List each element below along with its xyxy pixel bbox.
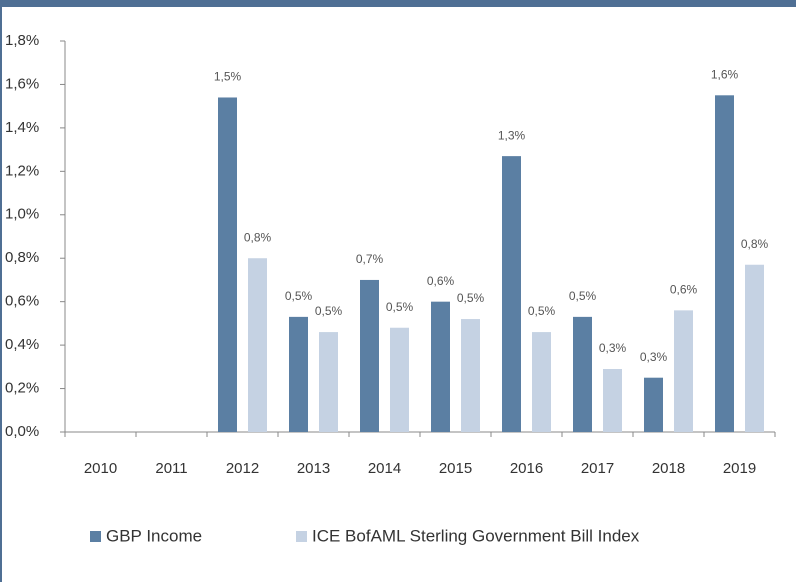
x-tick-label: 2018	[652, 460, 685, 477]
value-label: 0,5%	[528, 304, 556, 318]
left-border	[0, 0, 2, 582]
bar	[715, 95, 734, 433]
x-tick-label: 2017	[581, 460, 614, 477]
value-label: 0,8%	[244, 230, 272, 244]
value-label: 0,3%	[599, 341, 627, 355]
x-tick-label: 2013	[297, 460, 330, 477]
bar	[360, 279, 379, 432]
y-tick-label: 1,2%	[5, 162, 39, 179]
legend-label: GBP Income	[106, 526, 202, 545]
x-tick-label: 2016	[510, 460, 543, 477]
value-label: 0,6%	[670, 283, 698, 297]
value-label: 0,3%	[640, 350, 668, 364]
legend-swatch	[90, 531, 101, 542]
y-tick-label: 0,6%	[5, 293, 39, 310]
legend-swatch	[296, 531, 307, 542]
value-label: 0,6%	[427, 274, 455, 288]
value-label: 0,5%	[386, 300, 414, 314]
value-label: 1,3%	[498, 128, 526, 142]
x-tick-label: 2012	[226, 460, 259, 477]
bar	[289, 316, 308, 432]
value-label: 0,5%	[285, 289, 313, 303]
bar	[745, 264, 764, 432]
x-tick-label: 2010	[84, 460, 117, 477]
bar	[319, 332, 338, 432]
value-label: 0,8%	[741, 237, 769, 251]
x-tick-label: 2014	[368, 460, 401, 477]
y-tick-label: 1,8%	[5, 32, 39, 49]
bar	[573, 316, 592, 432]
y-tick-label: 1,0%	[5, 206, 39, 223]
y-tick-label: 0,4%	[5, 336, 39, 353]
bar	[390, 327, 409, 432]
bar	[532, 332, 551, 432]
bar	[461, 319, 480, 432]
value-label: 1,6%	[711, 67, 739, 81]
value-label: 0,7%	[356, 252, 384, 266]
bar	[218, 97, 237, 432]
value-label: 0,5%	[315, 304, 343, 318]
bar	[674, 310, 693, 432]
y-tick-label: 0,0%	[5, 423, 39, 440]
legend-label: ICE BofAML Sterling Government Bill Inde…	[312, 526, 640, 545]
value-label: 0,5%	[569, 289, 597, 303]
y-tick-label: 1,6%	[5, 75, 39, 92]
x-tick-label: 2019	[723, 460, 756, 477]
bar	[431, 301, 450, 432]
y-tick-label: 0,8%	[5, 249, 39, 266]
bar	[603, 369, 622, 432]
top-border	[0, 0, 796, 7]
y-tick-label: 0,2%	[5, 380, 39, 397]
x-tick-label: 2015	[439, 460, 472, 477]
bar	[248, 258, 267, 432]
bar	[502, 156, 521, 432]
value-label: 0,5%	[457, 291, 485, 305]
x-tick-label: 2011	[155, 460, 187, 477]
bar	[644, 377, 663, 432]
value-label: 1,5%	[214, 70, 242, 84]
y-tick-label: 1,4%	[5, 119, 39, 136]
